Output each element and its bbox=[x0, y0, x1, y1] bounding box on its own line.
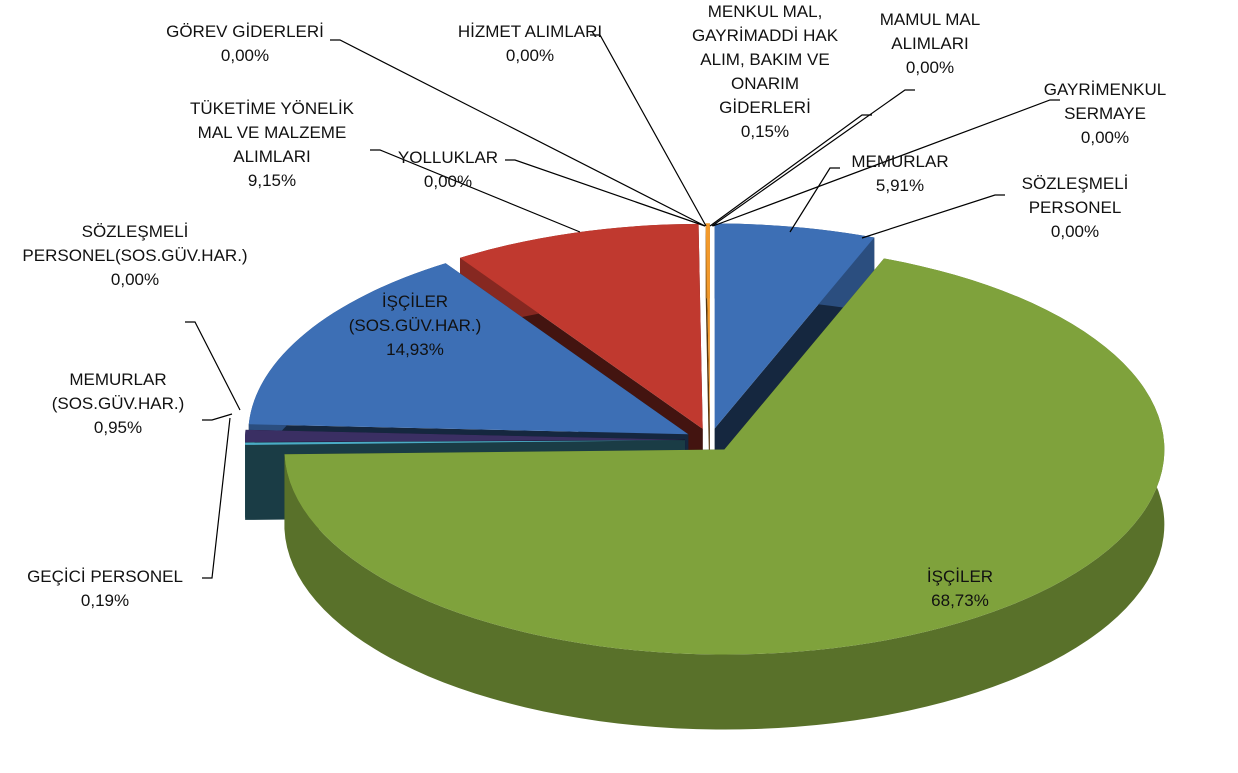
data-label: MEMURLAR (SOS.GÜV.HAR.) 0,95% bbox=[43, 368, 193, 440]
label-name: HİZMET ALIMLARI bbox=[457, 22, 603, 41]
data-label: HİZMET ALIMLARI 0,00% bbox=[430, 20, 630, 68]
leader-line bbox=[505, 159, 706, 227]
label-name: GEÇİCİ PERSONEL bbox=[27, 567, 183, 586]
leader-line bbox=[202, 417, 231, 579]
label-name: TÜKETİME YÖNELİK MAL VE MALZEME ALIMLARI bbox=[189, 99, 355, 166]
slice-top bbox=[459, 223, 703, 429]
label-value: 0,00% bbox=[110, 270, 160, 289]
label-value: 0,15% bbox=[740, 122, 790, 141]
slice-top bbox=[245, 440, 686, 445]
label-value: 0,00% bbox=[505, 46, 555, 65]
label-name: MEMURLAR (SOS.GÜV.HAR.) bbox=[51, 370, 185, 413]
label-name: YOLLUKLAR bbox=[397, 148, 499, 167]
leader-line bbox=[712, 99, 1060, 227]
slice-top bbox=[284, 258, 1165, 655]
label-value: 14,93% bbox=[386, 340, 444, 359]
leader-line bbox=[185, 321, 241, 411]
label-value: 5,91% bbox=[875, 176, 925, 195]
pie-slice bbox=[705, 223, 710, 504]
label-value: 0,00% bbox=[220, 46, 270, 65]
leader-line bbox=[861, 194, 1005, 239]
label-value: 9,15% bbox=[247, 171, 297, 190]
slice-top bbox=[714, 223, 875, 429]
label-value: 0,95% bbox=[93, 418, 143, 437]
leader-line bbox=[330, 39, 706, 227]
pie-slice bbox=[284, 258, 1165, 730]
label-name: MENKUL MAL, GAYRİMADDİ HAK ALIM, BAKIM V… bbox=[691, 2, 839, 117]
data-label: SÖZLEŞMELİ PERSONEL(SOS.GÜV.HAR.) 0,00% bbox=[20, 220, 250, 292]
label-name: GÖREV GİDERLERİ bbox=[166, 22, 324, 41]
slice-top bbox=[248, 263, 689, 435]
label-name: İŞÇİLER bbox=[926, 567, 994, 586]
data-label: MAMUL MAL ALIMLARI 0,00% bbox=[875, 8, 985, 80]
leader-line bbox=[711, 89, 915, 227]
label-name: MAMUL MAL ALIMLARI bbox=[879, 10, 981, 53]
label-name: GAYRİMENKUL SERMAYE bbox=[1043, 80, 1167, 123]
label-name: SÖZLEŞMELİ PERSONEL(SOS.GÜV.HAR.) bbox=[22, 222, 248, 265]
label-name: SÖZLEŞMELİ PERSONEL bbox=[1021, 174, 1129, 217]
label-value: 0,19% bbox=[80, 591, 130, 610]
data-label: MENKUL MAL, GAYRİMADDİ HAK ALIM, BAKIM V… bbox=[685, 0, 845, 144]
data-label: GEÇİCİ PERSONEL 0,19% bbox=[5, 565, 205, 613]
label-value: 0,00% bbox=[423, 172, 473, 191]
data-label: İŞÇİLER (SOS.GÜV.HAR.) 14,93% bbox=[340, 290, 490, 362]
label-value: 0,00% bbox=[1080, 128, 1130, 147]
data-label: SÖZLEŞMELİ PERSONEL 0,00% bbox=[1015, 172, 1135, 244]
data-label: MEMURLAR 5,91% bbox=[835, 150, 965, 198]
data-label: İŞÇİLER 68,73% bbox=[900, 565, 1020, 613]
data-label: TÜKETİME YÖNELİK MAL VE MALZEME ALIMLARI… bbox=[182, 97, 362, 193]
slice-top bbox=[705, 223, 710, 429]
label-name: MEMURLAR bbox=[851, 152, 949, 171]
leader-line bbox=[370, 149, 581, 233]
data-label: GAYRİMENKUL SERMAYE 0,00% bbox=[1040, 78, 1170, 150]
slice-top bbox=[245, 429, 686, 443]
data-label: YOLLUKLAR 0,00% bbox=[383, 146, 513, 194]
label-name: İŞÇİLER (SOS.GÜV.HAR.) bbox=[348, 292, 482, 335]
data-label: GÖREV GİDERLERİ 0,00% bbox=[145, 20, 345, 68]
leader-line bbox=[590, 34, 707, 227]
label-value: 68,73% bbox=[931, 591, 989, 610]
label-value: 0,00% bbox=[1050, 222, 1100, 241]
label-value: 0,00% bbox=[905, 58, 955, 77]
leader-line bbox=[202, 413, 233, 421]
leader-line bbox=[789, 167, 840, 233]
